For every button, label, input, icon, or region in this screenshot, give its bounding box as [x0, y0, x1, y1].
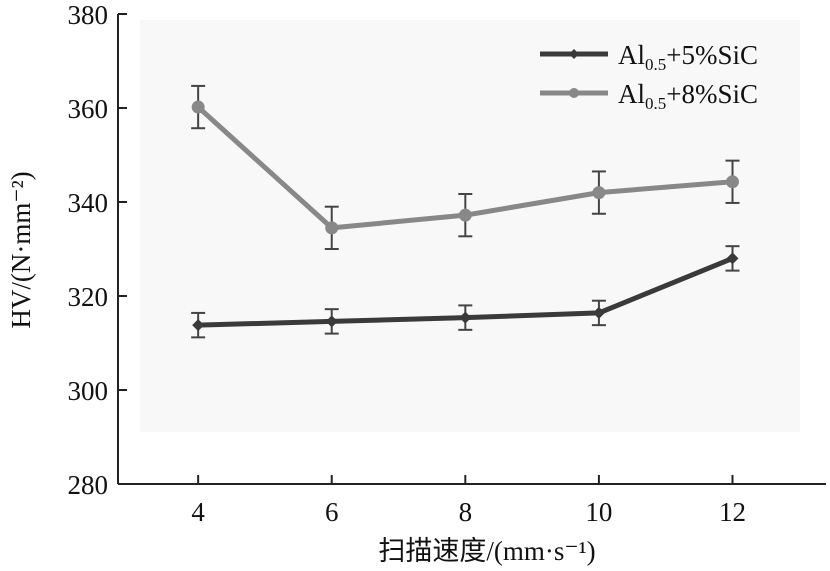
- data-point: [325, 221, 339, 235]
- legend-label-2: Al0.5+8%SiC: [618, 79, 758, 113]
- legend-entry-1: Al0.5+5%SiC: [540, 40, 758, 74]
- legend-marker-2: [569, 88, 579, 98]
- y-tick-label: 360: [68, 94, 109, 124]
- y-tick-label: 320: [68, 282, 109, 312]
- data-point: [592, 186, 606, 200]
- y-tick-label: 280: [68, 470, 109, 500]
- data-point: [191, 100, 205, 114]
- legend: Al0.5+5%SiC Al0.5+8%SiC: [540, 40, 758, 113]
- x-tick-label: 8: [459, 497, 473, 527]
- legend-entry-2: Al0.5+8%SiC: [540, 79, 758, 113]
- data-point: [325, 315, 338, 328]
- x-tick-label: 10: [585, 497, 612, 527]
- series-2: [191, 84, 740, 250]
- legend-label-1: Al0.5+5%SiC: [618, 40, 758, 74]
- data-point: [592, 306, 605, 319]
- x-tick-label: 12: [719, 497, 746, 527]
- data-point: [458, 208, 472, 222]
- y-tick-label: 340: [68, 188, 109, 218]
- plot-background: [140, 20, 800, 432]
- data-point: [725, 175, 739, 189]
- series-1: [191, 245, 740, 339]
- y-tick-label: 380: [68, 0, 109, 30]
- legend-marker-1: [569, 49, 579, 59]
- x-axis-title: 扫描速度/(mm·s⁻¹): [378, 536, 595, 566]
- plot-area: 280 300 320 340 360 380 4 6 8 10 12: [68, 0, 826, 527]
- data-point: [459, 311, 472, 324]
- data-point: [726, 252, 739, 265]
- data-point: [192, 319, 205, 332]
- y-axis-title: HV/(N·mm⁻²): [6, 171, 36, 328]
- x-tick-label: 6: [325, 497, 339, 527]
- x-tick-label: 4: [191, 497, 205, 527]
- y-tick-label: 300: [68, 376, 109, 406]
